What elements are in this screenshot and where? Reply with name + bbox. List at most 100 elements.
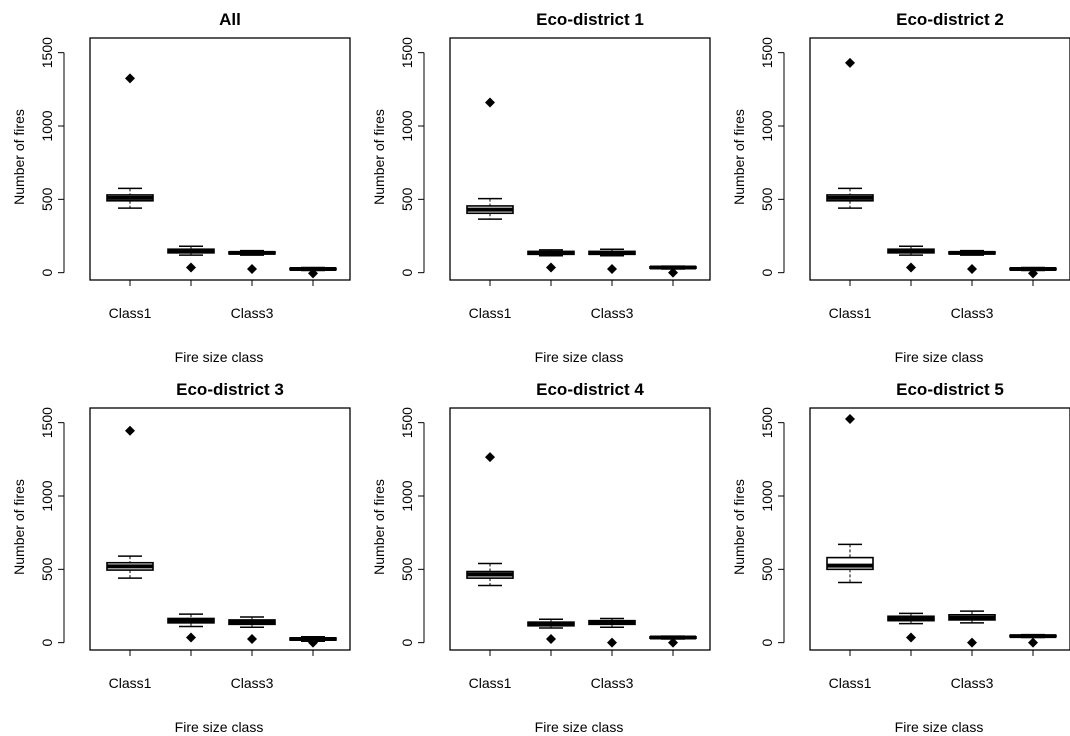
x-axis-label: Fire size class bbox=[895, 349, 984, 365]
panel-eco-district-4: Eco-district 4 Fire size class Number of… bbox=[371, 380, 711, 735]
x-tick-label: Class3 bbox=[951, 305, 994, 321]
y-tick-label: 500 bbox=[399, 557, 415, 581]
box-4 bbox=[649, 265, 697, 278]
outlier-point bbox=[1028, 637, 1038, 648]
y-tick-label: 500 bbox=[39, 187, 55, 211]
panel-title: Eco-district 2 bbox=[896, 10, 1004, 29]
y-tick-label: 0 bbox=[759, 639, 775, 647]
y-tick-label: 0 bbox=[39, 639, 55, 647]
x-tick-label: Class3 bbox=[591, 675, 634, 691]
x-axis-label: Fire size class bbox=[175, 719, 264, 735]
panel-eco-district-5: Eco-district 5 Fire size class Number of… bbox=[731, 380, 1070, 735]
x-tick-label: Class1 bbox=[109, 305, 152, 321]
outlier-point bbox=[967, 637, 977, 648]
box-2 bbox=[167, 613, 215, 643]
outlier-point bbox=[967, 264, 977, 274]
x-tick-label: Class1 bbox=[469, 675, 512, 691]
box-2 bbox=[527, 618, 575, 644]
outlier-point bbox=[485, 452, 495, 463]
x-tick-label: Class3 bbox=[231, 305, 274, 321]
box-1 bbox=[826, 414, 874, 584]
box-4 bbox=[289, 266, 337, 279]
outlier-point bbox=[845, 57, 855, 68]
panel-eco-district-1: Eco-district 1 Fire size class Number of… bbox=[371, 10, 711, 365]
outlier-point bbox=[186, 262, 196, 273]
box-3 bbox=[948, 249, 996, 274]
y-axis-label: Number of fires bbox=[11, 109, 27, 205]
box-4 bbox=[649, 635, 697, 648]
y-tick-label: 1500 bbox=[39, 407, 55, 438]
box-4 bbox=[1009, 633, 1057, 648]
x-tick-label: Class1 bbox=[829, 675, 872, 691]
box-3 bbox=[588, 248, 636, 274]
box-3 bbox=[588, 617, 636, 648]
y-tick-label: 500 bbox=[759, 557, 775, 581]
outlier-point bbox=[186, 632, 196, 643]
y-tick-label: 500 bbox=[39, 557, 55, 581]
outlier-point bbox=[607, 264, 617, 274]
y-tick-label: 1500 bbox=[759, 407, 775, 438]
outlier-point bbox=[125, 73, 135, 84]
box-2 bbox=[887, 612, 935, 643]
y-tick-label: 500 bbox=[399, 187, 415, 211]
plot-frame bbox=[809, 407, 1070, 651]
panel-eco-district-2: Eco-district 2 Fire size class Number of… bbox=[731, 10, 1070, 365]
box-1 bbox=[106, 73, 154, 209]
x-tick-label: Class1 bbox=[829, 305, 872, 321]
outlier-point bbox=[485, 97, 495, 108]
y-tick-label: 1000 bbox=[759, 110, 775, 141]
y-axis-label: Number of fires bbox=[371, 109, 387, 205]
y-axis-label: Number of fires bbox=[371, 479, 387, 575]
y-tick-label: 1000 bbox=[39, 110, 55, 141]
y-tick-label: 1000 bbox=[399, 480, 415, 511]
panel-eco-district-3: Eco-district 3 Fire size class Number of… bbox=[11, 380, 351, 735]
box-2 bbox=[527, 249, 575, 273]
x-axis-label: Fire size class bbox=[895, 719, 984, 735]
outlier-point bbox=[668, 637, 678, 648]
box-3 bbox=[228, 249, 276, 274]
y-tick-label: 0 bbox=[399, 639, 415, 647]
box-1 bbox=[466, 97, 514, 220]
y-tick-label: 0 bbox=[39, 269, 55, 277]
y-axis-label: Number of fires bbox=[731, 109, 747, 205]
y-tick-label: 1500 bbox=[399, 407, 415, 438]
plot-frame bbox=[809, 37, 1070, 281]
outlier-point bbox=[668, 267, 678, 278]
panel-title: Eco-district 3 bbox=[176, 380, 284, 399]
outlier-point bbox=[247, 634, 257, 644]
box-3 bbox=[948, 610, 996, 648]
box-1 bbox=[106, 425, 154, 579]
outlier-point bbox=[125, 425, 135, 436]
plot-frame bbox=[89, 37, 351, 281]
panel-title: Eco-district 5 bbox=[896, 380, 1004, 399]
x-axis-label: Fire size class bbox=[535, 349, 624, 365]
x-tick-label: Class3 bbox=[231, 675, 274, 691]
box-4 bbox=[289, 636, 337, 648]
panel-all: All Fire size class Number of fires 0 500… bbox=[11, 10, 351, 365]
x-axis-label: Fire size class bbox=[535, 719, 624, 735]
outlier-point bbox=[845, 414, 855, 424]
box-2 bbox=[167, 245, 215, 273]
x-tick-label: Class1 bbox=[109, 675, 152, 691]
panel-title: All bbox=[219, 10, 241, 29]
y-tick-label: 1000 bbox=[759, 480, 775, 511]
y-tick-label: 1000 bbox=[399, 110, 415, 141]
y-axis-label: Number of fires bbox=[731, 479, 747, 575]
y-tick-label: 0 bbox=[759, 269, 775, 277]
y-tick-label: 1500 bbox=[39, 37, 55, 68]
x-tick-label: Class1 bbox=[469, 305, 512, 321]
panel-title: Eco-district 4 bbox=[536, 380, 644, 399]
plot-frame bbox=[449, 37, 711, 281]
y-tick-label: 500 bbox=[759, 187, 775, 211]
y-axis-label: Number of fires bbox=[11, 479, 27, 575]
outlier-point bbox=[308, 268, 318, 279]
y-tick-label: 0 bbox=[399, 269, 415, 277]
plot-frame bbox=[89, 407, 351, 651]
outlier-point bbox=[607, 637, 617, 648]
outlier-point bbox=[546, 262, 556, 273]
outlier-point bbox=[906, 632, 916, 643]
y-tick-label: 1500 bbox=[399, 37, 415, 68]
x-tick-label: Class3 bbox=[951, 675, 994, 691]
plot-frame bbox=[449, 407, 711, 651]
